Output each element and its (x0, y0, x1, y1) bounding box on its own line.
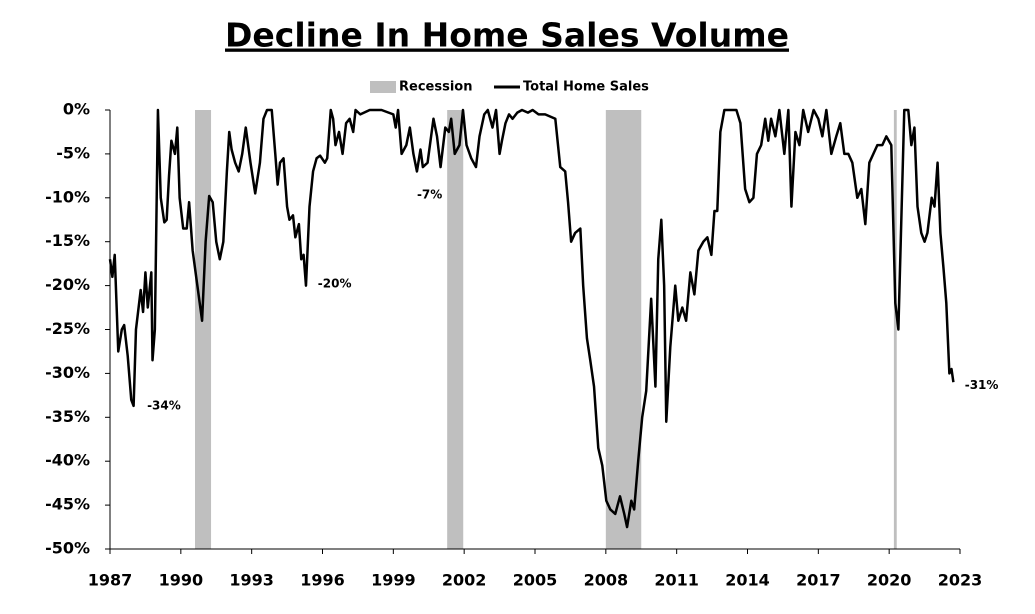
recession-band (605, 110, 642, 549)
line (108, 108, 955, 529)
x-tick-label: 2020 (867, 571, 912, 590)
y-tick-label: -45% (45, 495, 90, 514)
recession-band (893, 110, 897, 549)
x-tick-label: 1996 (300, 571, 345, 590)
x-tick-label: 2014 (725, 571, 770, 590)
annotation: -20% (318, 276, 352, 290)
y-tick-label: -10% (45, 187, 90, 206)
legend-swatch (370, 81, 396, 93)
y-tick-label: -20% (45, 275, 90, 294)
y-tick-label: -30% (45, 363, 90, 382)
y-tick-label: -50% (45, 539, 90, 558)
x-tick-label: 1993 (229, 571, 274, 590)
annotation: -34% (147, 398, 181, 412)
x-tick-label: 2008 (584, 571, 629, 590)
x-tick-label: 2011 (654, 571, 699, 590)
recession-band (195, 110, 212, 549)
x-tick-label: 1999 (371, 571, 416, 590)
chart-title: Decline In Home Sales Volume (225, 16, 789, 55)
y-tick-label: -5% (56, 143, 90, 162)
annotation: -31% (965, 378, 999, 392)
y-tick-label: -15% (45, 231, 90, 250)
x-tick-label: 2023 (938, 571, 983, 590)
y-tick-label: -25% (45, 319, 90, 338)
x-tick-label: 2002 (442, 571, 487, 590)
x-tick-label: 1990 (159, 571, 204, 590)
legend-label: Total Home Sales (523, 80, 649, 95)
x-tick-label: 2017 (796, 571, 841, 590)
annotation: -7% (417, 188, 442, 202)
x-tick-label: 1987 (88, 571, 133, 590)
recession-band (447, 110, 464, 549)
y-tick-label: -40% (45, 451, 90, 470)
y-tick-label: 0% (63, 100, 90, 119)
legend-label: Recession (399, 80, 472, 95)
x-tick-label: 2005 (513, 571, 558, 590)
y-tick-label: -35% (45, 407, 90, 426)
